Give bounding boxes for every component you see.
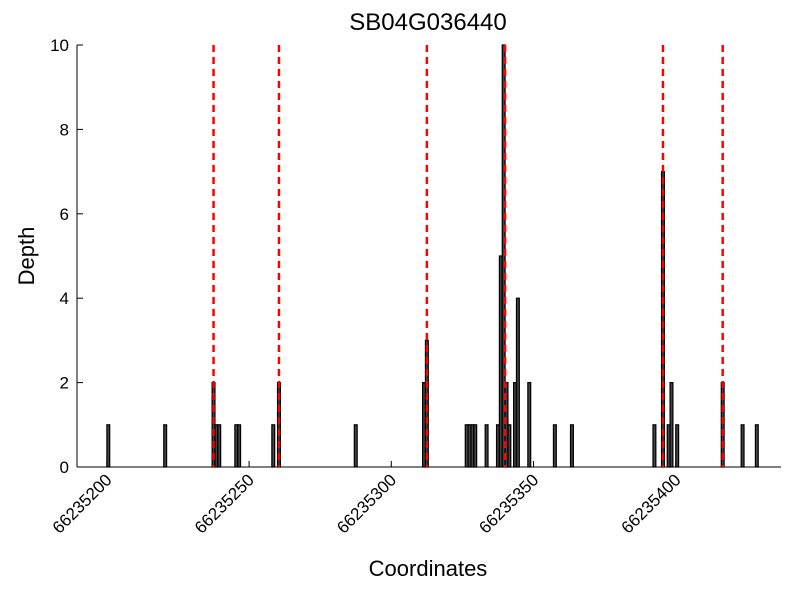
y-tick-label: 0	[60, 458, 69, 477]
bar	[237, 424, 242, 468]
chart-title: SB04G036440	[349, 9, 506, 36]
bar	[217, 424, 222, 468]
bar	[552, 424, 557, 468]
bar	[740, 424, 745, 468]
y-axis-label: Depth	[14, 227, 39, 286]
bar	[515, 297, 520, 468]
y-tick-label: 2	[60, 374, 69, 393]
bar	[569, 424, 574, 468]
bar	[353, 424, 358, 468]
bar	[106, 424, 111, 468]
bar	[484, 424, 489, 468]
x-tick-label: 66235350	[475, 470, 542, 537]
x-axis-label: Coordinates	[369, 556, 488, 581]
y-tick-label: 8	[60, 120, 69, 139]
x-tick-label: 66235300	[333, 470, 400, 537]
bar	[163, 424, 168, 468]
bar	[652, 424, 657, 468]
y-tick-label: 6	[60, 205, 69, 224]
bar	[675, 424, 680, 468]
x-tick-label: 66235200	[49, 470, 116, 537]
bar	[507, 424, 512, 468]
bar	[271, 424, 276, 468]
bar	[473, 424, 478, 468]
x-tick-label: 66235400	[618, 470, 685, 537]
y-tick-label: 4	[60, 289, 69, 308]
bar	[527, 382, 532, 468]
x-tick-label: 66235250	[191, 470, 258, 537]
y-tick-label: 10	[50, 36, 69, 55]
bar	[669, 382, 674, 468]
bar	[754, 424, 759, 468]
